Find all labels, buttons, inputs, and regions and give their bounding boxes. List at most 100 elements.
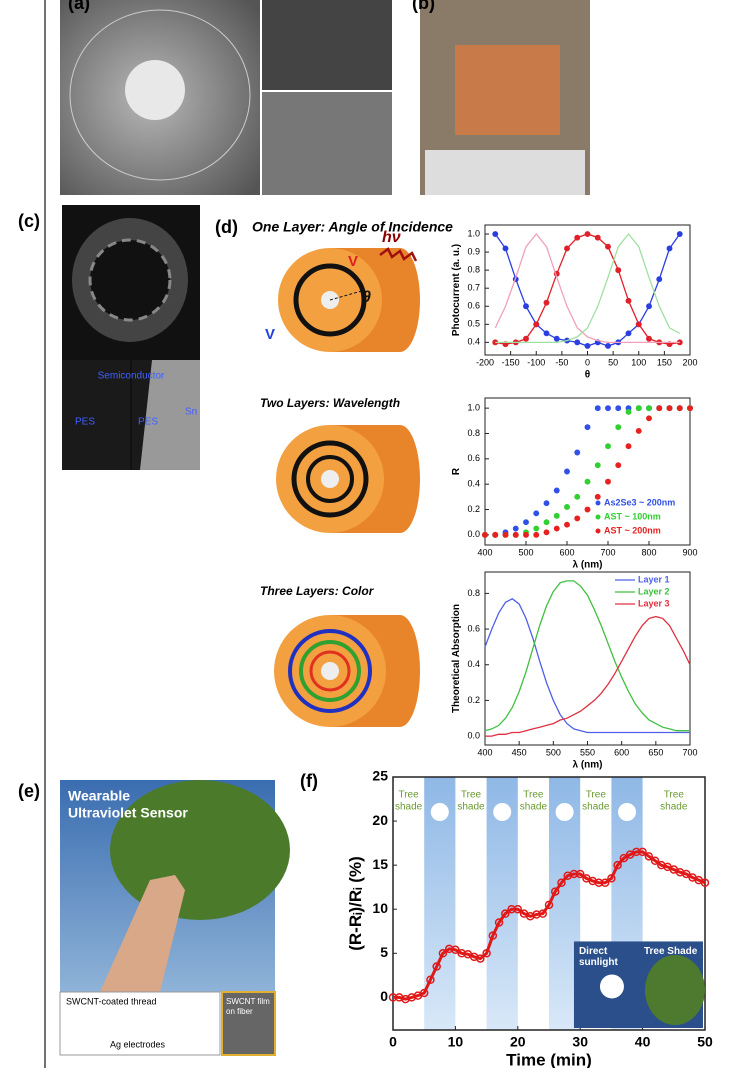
data-point [503, 533, 507, 537]
diagram-text: V [348, 253, 358, 270]
data-point [544, 300, 548, 304]
sun-icon [431, 803, 449, 821]
data-point [555, 488, 559, 492]
photo-a-zoom1 [262, 0, 392, 90]
data-point [596, 463, 600, 467]
data-point [493, 533, 497, 537]
y-tick-label: 0 [380, 988, 388, 1004]
data-point [606, 244, 610, 248]
photo-b-base [425, 150, 585, 195]
data-point [514, 533, 518, 537]
legend-label: Layer 3 [638, 598, 670, 608]
data-point [544, 501, 548, 505]
sun-icon [618, 803, 636, 821]
y-tick-label: 0.6 [467, 301, 480, 311]
photo-text: Wearable [68, 788, 130, 804]
photo-a-core [125, 60, 185, 120]
shade-label: Tree [461, 790, 482, 801]
data-point [606, 406, 610, 410]
diagram-text: hν [382, 229, 401, 246]
x-tick-label: -100 [527, 357, 545, 367]
data-point [647, 337, 651, 341]
x-tick-label: 50 [697, 1033, 713, 1049]
page: {"panels": {"a": "(a)", "b": "(b)", "c":… [0, 0, 734, 1073]
shade-label: Tree [398, 790, 419, 801]
data-point [657, 406, 661, 410]
x-tick-label: 900 [682, 547, 697, 557]
legend-swatch [596, 515, 601, 520]
y-tick-label: 0.2 [467, 504, 480, 514]
data-point [667, 406, 671, 410]
y-tick-label: 20 [372, 812, 388, 828]
shade-label: Tree [664, 790, 685, 801]
data-point [688, 406, 692, 410]
photo-text: SWCNT film [226, 997, 270, 1006]
x-tick-label: 10 [448, 1033, 464, 1049]
x-tick-label: -150 [502, 357, 520, 367]
data-point [585, 344, 589, 348]
y-tick-label: 0.8 [467, 588, 480, 598]
x-tick-label: 450 [512, 747, 527, 757]
data-point [555, 526, 559, 530]
sun-icon [493, 803, 511, 821]
shade-label: shade [582, 802, 610, 813]
y-tick-label: 0.8 [467, 265, 480, 275]
y-tick-label: 15 [372, 856, 388, 872]
data-point [626, 299, 630, 303]
data-point [667, 246, 671, 250]
photo-text: PES [75, 417, 95, 428]
sun-icon [556, 803, 574, 821]
photo-c-ring [90, 240, 170, 320]
data-point [575, 516, 579, 520]
data-point [575, 450, 579, 454]
data-point [606, 344, 610, 348]
panel-label: (a) [68, 0, 90, 13]
data-point [616, 406, 620, 410]
data-point [524, 337, 528, 341]
y-tick-label: 5 [380, 944, 388, 960]
series-line [495, 234, 680, 342]
plot-frame [485, 225, 690, 355]
figure: (a) (b) (c) Semiconductor PES PES Sn (d)… [0, 0, 734, 1068]
panel-label: (d) [215, 217, 238, 237]
data-point [575, 235, 579, 239]
y-tick-label: 0.8 [467, 428, 480, 438]
x-tick-label: 20 [510, 1033, 526, 1049]
data-point [565, 246, 569, 250]
data-point [544, 331, 548, 335]
photo-text: PES [138, 417, 158, 428]
x-tick-label: 500 [518, 547, 533, 557]
data-point [534, 533, 538, 537]
y-tick-label: 25 [372, 768, 388, 784]
y-tick-label: 0.0 [467, 730, 480, 740]
plot-frame [485, 398, 690, 545]
legend-label: Layer 2 [638, 586, 670, 596]
data-point [493, 232, 497, 236]
panel-label: (b) [412, 0, 435, 13]
data-point [514, 526, 518, 530]
data-point [616, 463, 620, 467]
x-tick-label: -200 [476, 357, 494, 367]
legend-swatch [596, 501, 601, 506]
series-line [485, 617, 690, 737]
data-point [483, 533, 487, 537]
data-point [534, 322, 538, 326]
data-point [637, 429, 641, 433]
photo-a-zoom2 [262, 92, 392, 195]
data-point [534, 526, 538, 530]
y-tick-label: 0.6 [467, 623, 480, 633]
y-tick-label: 0.4 [467, 479, 480, 489]
legend-swatch [596, 529, 601, 534]
y-tick-label: 0.5 [467, 319, 480, 329]
x-axis-label: θ [585, 369, 590, 380]
data-point [524, 520, 528, 524]
x-tick-label: 600 [614, 747, 629, 757]
data-point [503, 246, 507, 250]
shade-label: Tree [586, 790, 607, 801]
data-point [565, 505, 569, 509]
data-point [596, 235, 600, 239]
x-tick-label: 50 [608, 357, 618, 367]
panel-label: (e) [18, 781, 40, 801]
series-line [495, 234, 680, 342]
data-point [565, 523, 569, 527]
